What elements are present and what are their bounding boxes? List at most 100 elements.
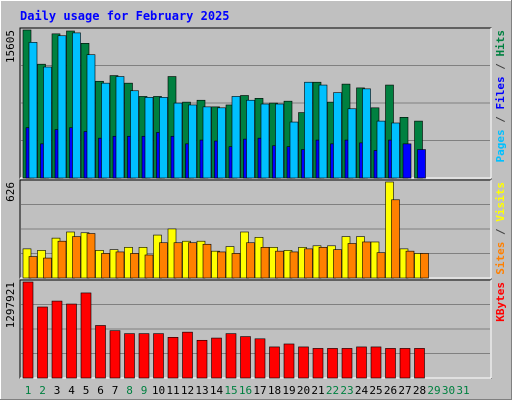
x-tick-label: 23 [340, 384, 353, 397]
x-tick-label: 6 [97, 384, 104, 397]
x-tick-label: 16 [239, 384, 252, 397]
bar-sites-day-20 [304, 248, 313, 279]
chart-panel-2: 626 Sites / Visits [4, 179, 507, 279]
bar-kbytes-day-8 [124, 333, 135, 379]
x-tick-label: 21 [311, 384, 324, 397]
x-tick-label: 17 [253, 384, 266, 397]
bar-kbytes-day-14 [211, 337, 222, 379]
legend-part: KBytes [494, 282, 507, 322]
bar-sites-day-7 [115, 251, 125, 279]
legend-part: Pages [494, 129, 507, 162]
bar-pages-day-22 [333, 92, 342, 179]
bar-kbytes-day-16 [240, 336, 251, 379]
bar-sites-day-13 [202, 243, 212, 279]
x-tick-label: 31 [456, 384, 469, 397]
bar-sites-day-1 [28, 256, 38, 279]
bar-kbytes-day-2 [37, 306, 48, 379]
bar-kbytes-day-4 [66, 303, 77, 379]
chart-panel-3: 1297921 KBytes [4, 279, 507, 379]
bar-kbytes-day-11 [167, 337, 179, 379]
x-tick-label: 9 [141, 384, 148, 397]
bar-pages-day-25 [376, 120, 386, 179]
bar-pages-day-15 [231, 96, 241, 179]
bar-sites-day-28 [420, 253, 429, 279]
legend-part: / [494, 110, 507, 130]
bar-pages-day-8 [130, 90, 139, 179]
x-tick-label: 1 [25, 384, 32, 397]
chart-title: Daily usage for February 2025 [20, 9, 230, 23]
x-tick-label: 20 [297, 384, 310, 397]
bar-kbytes-day-13 [196, 339, 208, 379]
bar-pages-day-2 [43, 66, 52, 179]
bar-kbytes-day-7 [109, 330, 121, 379]
x-tick-label: 25 [369, 384, 382, 397]
bar-kbytes-day-18 [269, 346, 280, 379]
bar-pages-day-26 [391, 122, 400, 179]
bar-kbytes-day-22 [327, 348, 338, 379]
legend-part: / [494, 57, 507, 77]
x-tick-label: 14 [210, 384, 224, 397]
y-max-label: 1297921 [4, 282, 17, 328]
bar-kbytes-day-1 [22, 281, 34, 379]
legend-part: / [494, 222, 507, 242]
bar-pages-day-16 [246, 99, 255, 179]
bar-pages-day-14 [217, 107, 226, 179]
bar-kbytes-day-10 [153, 333, 164, 379]
x-tick-label: 4 [68, 384, 75, 397]
x-tick-label: 11 [166, 384, 179, 397]
bar-pages-day-5 [86, 54, 96, 179]
bar-kbytes-day-5 [80, 292, 92, 379]
x-tick-label: 5 [83, 384, 90, 397]
x-tick-label: 7 [112, 384, 119, 397]
bar-sites-day-19 [289, 251, 299, 279]
bar-kbytes-day-26 [385, 348, 396, 379]
bar-pages-day-1 [28, 42, 38, 179]
x-tick-label: 12 [181, 384, 194, 397]
bar-sites-day-14 [217, 251, 226, 279]
x-tick-label: 26 [384, 384, 397, 397]
bar-sites-day-8 [130, 253, 139, 279]
bar-pages-day-4 [72, 32, 81, 179]
x-tick-label: 13 [195, 384, 208, 397]
bar-kbytes-day-21 [312, 348, 324, 379]
series-legend: Pages / Files / Hits [494, 30, 507, 163]
bar-sites-day-23 [347, 243, 357, 279]
legend-part: Files [494, 76, 507, 109]
bar-sites-day-6 [101, 253, 110, 279]
bar-sites-day-17 [260, 247, 270, 279]
bar-sites-day-26 [391, 199, 400, 279]
bar-sites-day-25 [376, 252, 386, 279]
y-max-label: 15605 [4, 30, 17, 63]
chart-panel-1: 15605 Pages / Files / Hits [4, 27, 507, 179]
bar-kbytes-day-27 [399, 348, 411, 379]
bar-sites-day-27 [405, 250, 415, 279]
bar-sites-day-24 [362, 241, 371, 279]
legend-part: Sites [494, 242, 507, 275]
bar-sites-day-15 [231, 253, 241, 279]
bar-sites-day-21 [318, 247, 328, 279]
bar-pages-day-20 [304, 81, 313, 179]
bar-kbytes-day-12 [182, 331, 193, 379]
bar-pages-day-3 [57, 35, 67, 179]
bar-sites-day-11 [173, 242, 183, 279]
bar-sites-day-22 [333, 249, 342, 279]
x-tick-label: 22 [326, 384, 339, 397]
bar-kbytes-day-24 [356, 346, 367, 379]
x-tick-label: 27 [398, 384, 411, 397]
bar-pages-day-24 [362, 88, 371, 179]
bar-pages-day-11 [173, 102, 183, 179]
x-tick-label: 2 [39, 384, 46, 397]
x-tick-label: 29 [427, 384, 440, 397]
legend-part: Visits [494, 182, 507, 222]
bar-pages-day-10 [159, 97, 168, 179]
bar-sites-day-5 [86, 233, 96, 279]
x-tick-label: 15 [224, 384, 237, 397]
x-tick-label: 19 [282, 384, 295, 397]
bar-pages-day-12 [188, 104, 197, 179]
y-max-label: 626 [4, 182, 17, 202]
x-tick-label: 3 [54, 384, 61, 397]
bar-kbytes-day-15 [225, 333, 237, 379]
bar-pages-day-6 [101, 82, 110, 179]
bar-sites-day-4 [72, 236, 81, 279]
